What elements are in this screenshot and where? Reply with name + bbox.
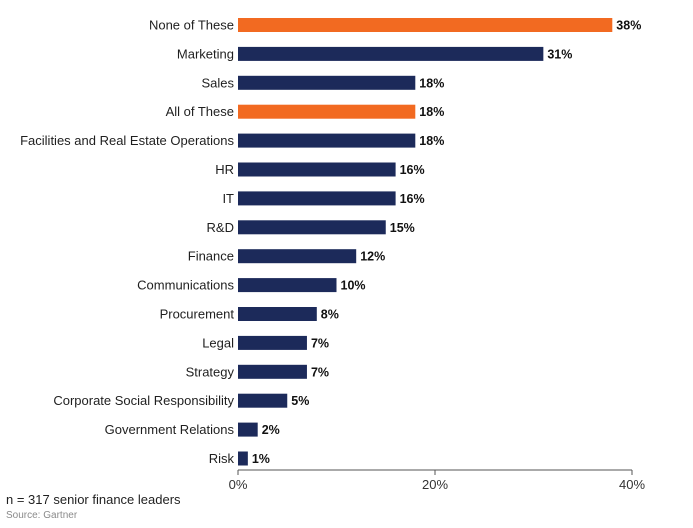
category-label: R&D: [207, 220, 234, 235]
bar: [238, 249, 357, 264]
x-tick-label: 20%: [422, 477, 448, 492]
category-label: Sales: [201, 75, 234, 90]
category-label: Facilities and Real Estate Operations: [20, 133, 234, 148]
value-label: 15%: [390, 221, 415, 235]
category-label: Risk: [209, 451, 235, 466]
value-label: 18%: [419, 76, 444, 90]
category-label: All of These: [166, 104, 234, 119]
x-tick-label: 40%: [619, 477, 645, 492]
bar: [238, 191, 396, 206]
value-label: 5%: [291, 394, 309, 408]
bar: [238, 46, 544, 61]
bar: [238, 307, 317, 321]
bar: [238, 393, 288, 408]
sample-size-note: n = 317 senior finance leaders: [6, 492, 181, 507]
value-label: 18%: [419, 105, 444, 119]
value-label: 38%: [616, 19, 641, 33]
x-tick-label: 0%: [229, 477, 248, 492]
bar: [238, 364, 307, 379]
x-axis-ticks: 0% 20% 40%: [229, 470, 645, 492]
value-label: 10%: [341, 279, 366, 293]
bar: [238, 162, 396, 177]
category-label: Legal: [202, 335, 234, 350]
bar: [238, 422, 258, 437]
bar: [238, 220, 386, 235]
bar: [238, 75, 416, 90]
category-label: Strategy: [186, 364, 235, 379]
bar: [238, 451, 248, 466]
category-label: Procurement: [160, 307, 235, 322]
value-label: 7%: [311, 336, 329, 350]
bar: [238, 18, 613, 32]
category-label: None of These: [149, 18, 234, 33]
bar: [238, 335, 307, 350]
bars-layer: None of These 38% Marketing 31% Sales 18% All …: [20, 18, 641, 467]
bar: [238, 278, 337, 293]
value-label: 12%: [360, 250, 385, 264]
category-label: Corporate Social Responsibility: [53, 393, 234, 408]
source-note: Source: Gartner: [6, 510, 78, 521]
category-label: IT: [222, 191, 234, 206]
category-label: HR: [215, 162, 234, 177]
value-label: 1%: [252, 452, 270, 466]
value-label: 7%: [311, 365, 329, 379]
category-label: Government Relations: [105, 422, 235, 437]
value-label: 31%: [547, 47, 572, 61]
value-label: 2%: [262, 423, 280, 437]
value-label: 16%: [400, 163, 425, 177]
category-label: Communications: [137, 278, 234, 293]
category-label: Marketing: [177, 46, 234, 61]
value-label: 8%: [321, 308, 339, 322]
category-label: Finance: [188, 249, 234, 264]
bar: [238, 133, 416, 148]
value-label: 18%: [419, 134, 444, 148]
value-label: 16%: [400, 192, 425, 206]
bar: [238, 104, 416, 119]
